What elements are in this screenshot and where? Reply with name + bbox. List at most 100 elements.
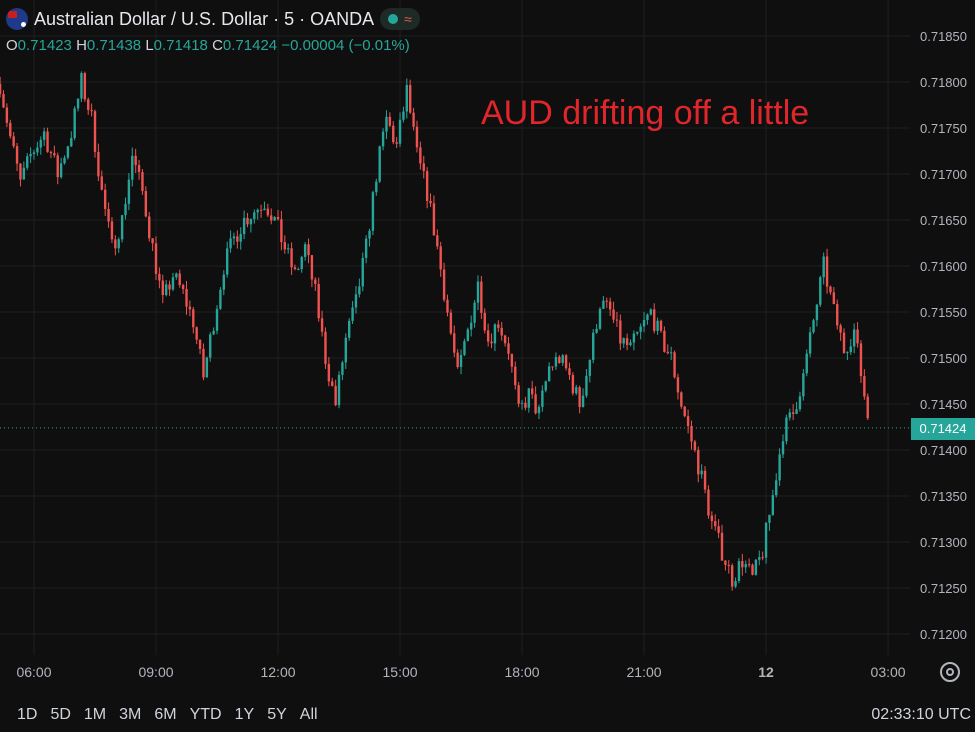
candle	[334, 379, 337, 407]
candle	[537, 404, 541, 420]
range-button-1d[interactable]: 1D	[17, 706, 38, 723]
candle	[778, 448, 781, 486]
candle	[568, 362, 571, 380]
range-button-all[interactable]: All	[299, 706, 318, 723]
price-axis[interactable]: 0.71850 0.71800 0.71750 0.71700 0.71650 0.716…	[920, 29, 967, 642]
market-status-pill[interactable]: ≈	[380, 8, 420, 30]
candle	[558, 355, 561, 364]
candle	[663, 326, 666, 353]
candle-body	[575, 387, 578, 394]
candle-body	[131, 155, 134, 180]
gear-icon[interactable]	[940, 662, 960, 682]
range-button-5y[interactable]: 5Y	[267, 706, 287, 723]
candle-body	[683, 406, 686, 417]
candle-body	[764, 522, 768, 558]
candle-body	[693, 441, 697, 451]
candle	[19, 163, 22, 187]
candle	[436, 229, 439, 250]
candle-body	[785, 417, 788, 442]
candle-body	[781, 441, 785, 455]
candle-body	[324, 331, 327, 364]
candle-body	[554, 356, 558, 367]
range-button-1m[interactable]: 1M	[83, 706, 107, 723]
candle	[808, 326, 812, 358]
candle-body	[32, 152, 36, 155]
symbol-header[interactable]: Australian Dollar / U.S. Dollar · 5 · OA…	[6, 6, 420, 32]
candle	[446, 294, 449, 317]
candle-body	[49, 151, 53, 154]
candle	[608, 297, 612, 316]
candle-body	[537, 406, 541, 414]
candle	[259, 204, 263, 218]
candle	[598, 307, 602, 331]
candle-body	[568, 368, 571, 375]
candle-body	[466, 329, 470, 342]
candle-body	[476, 281, 480, 303]
candle-body	[120, 215, 124, 240]
candle-body	[412, 112, 415, 127]
candle	[73, 106, 76, 141]
candle	[693, 439, 697, 453]
candle	[632, 330, 636, 351]
candle	[151, 238, 154, 252]
candle	[59, 157, 63, 179]
time-axis[interactable]: 06:00 09:00 12:00 15:00 18:00 21:00 12 03:00	[16, 664, 905, 680]
candle-body	[175, 273, 178, 278]
candle-body	[134, 155, 137, 166]
candle-body	[592, 332, 595, 360]
candle	[107, 202, 110, 228]
candle	[188, 300, 192, 317]
open-value: 0.71423	[17, 37, 72, 54]
candle	[219, 287, 222, 310]
utc-clock[interactable]: 02:33:10 UTC	[871, 706, 971, 723]
candle	[168, 280, 171, 296]
candle-body	[842, 332, 846, 353]
candle-body	[266, 208, 270, 216]
candle-body	[337, 374, 341, 406]
chart-grid	[0, 0, 910, 655]
range-button-3m[interactable]: 3M	[119, 706, 142, 723]
range-button-1y[interactable]: 1Y	[234, 706, 255, 723]
candle	[527, 387, 531, 413]
candle-body	[368, 230, 371, 239]
candle	[758, 550, 761, 566]
y-tick-label: 0.71200	[920, 627, 967, 642]
candle	[192, 306, 195, 334]
candle-body	[798, 396, 802, 410]
symbol-title[interactable]: Australian Dollar / U.S. Dollar · 5 · OA…	[34, 8, 375, 29]
candle-body	[578, 387, 581, 408]
candle	[171, 272, 175, 292]
candle-body	[741, 561, 744, 568]
candle-body	[205, 357, 209, 378]
candle-body	[290, 248, 293, 268]
candle	[327, 357, 331, 387]
candle	[290, 242, 293, 275]
candle-body	[259, 209, 263, 211]
range-button-ytd[interactable]: YTD	[189, 706, 222, 723]
candle-body	[371, 192, 375, 231]
candle	[700, 464, 703, 479]
candle	[514, 361, 517, 390]
candle	[510, 353, 514, 373]
candle	[619, 314, 622, 351]
open-label: O	[6, 37, 18, 54]
y-tick-label: 0.71750	[920, 121, 967, 136]
candle-body	[107, 208, 110, 222]
candle	[76, 98, 80, 112]
candle-body	[839, 325, 842, 333]
candle-body	[225, 248, 229, 275]
candle-body	[449, 312, 453, 334]
candle-body	[219, 289, 222, 309]
candle-body	[280, 219, 283, 243]
candle-body	[385, 116, 388, 132]
candle	[293, 264, 297, 271]
candle-body	[727, 564, 730, 566]
candle-body	[795, 409, 798, 414]
candle-body	[453, 333, 456, 353]
candle-body	[232, 236, 236, 239]
candle-body	[87, 99, 90, 110]
range-button-6m[interactable]: 6M	[154, 706, 177, 723]
candle-body	[808, 332, 812, 354]
range-button-5d[interactable]: 5D	[50, 706, 71, 723]
